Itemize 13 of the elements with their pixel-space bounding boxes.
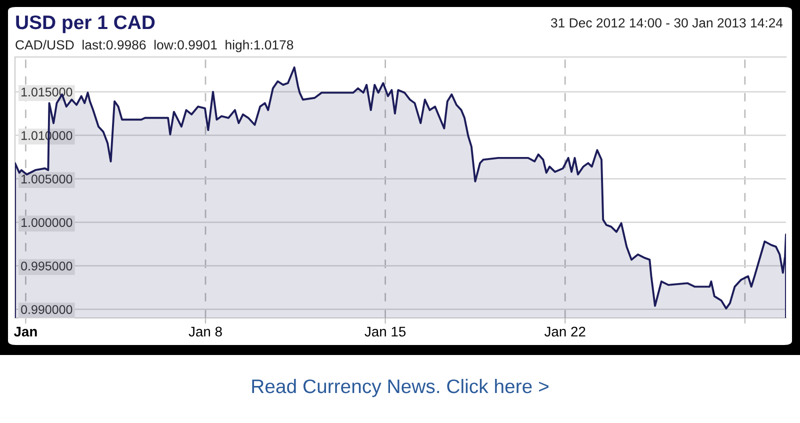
chart-title: USD per 1 CAD bbox=[16, 15, 155, 34]
y-tick-label: 0.990000 bbox=[21, 305, 72, 314]
chart-subtitle: 31 Dec 2012 14:00 - 30 Jan 2013 14:24 bbox=[550, 18, 783, 28]
y-tick-label: 1.005000 bbox=[22, 174, 72, 184]
x-tick-label: Jan 22 bbox=[544, 326, 586, 337]
y-tick-label: 1.015000 bbox=[22, 88, 72, 96]
x-tick-label: Jan 8 bbox=[188, 326, 222, 337]
y-tick-label: 0.995000 bbox=[21, 262, 72, 270]
y-tick-label: 1.000000 bbox=[22, 218, 72, 227]
text: CAD/USD last:0.9986 low:0.9901 high:1.0178 bbox=[16, 40, 294, 52]
x-tick-label: Jan 15 bbox=[364, 326, 406, 337]
x-tick-label: Jan bbox=[14, 326, 37, 337]
text: Read Currency News. Click here > bbox=[252, 378, 548, 398]
